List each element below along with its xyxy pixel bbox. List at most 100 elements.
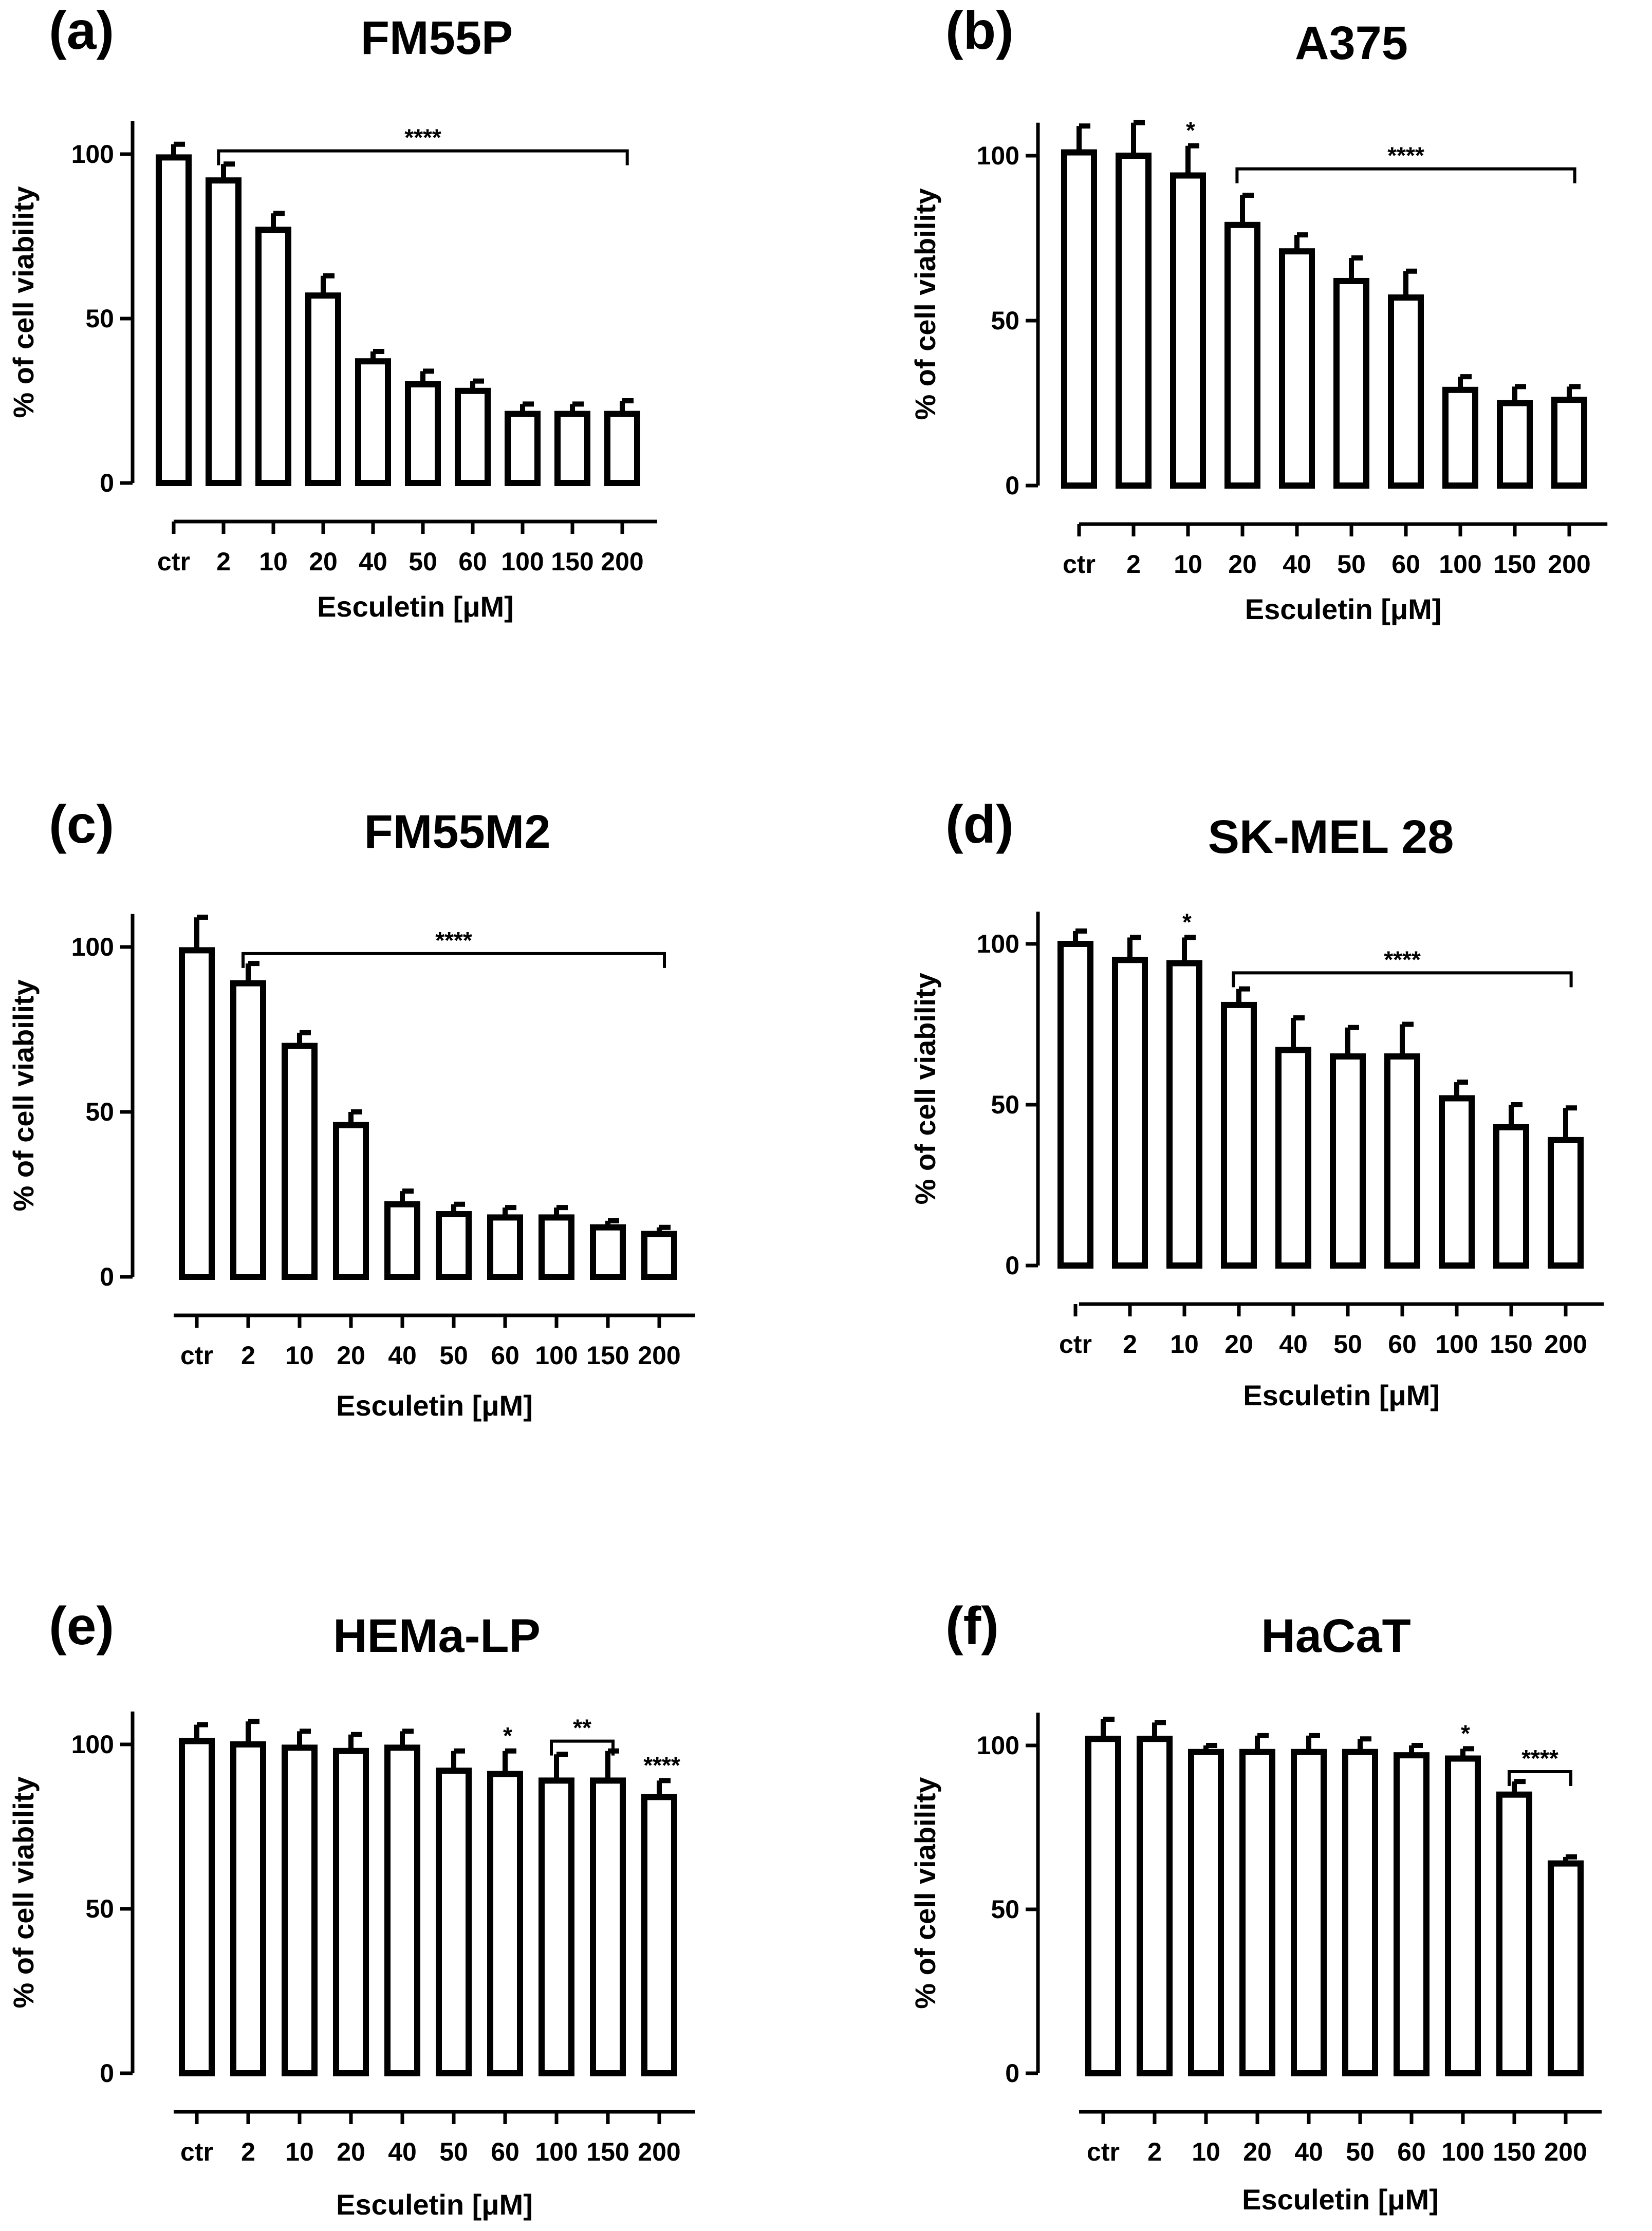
bar-150	[1496, 1791, 1532, 2076]
bar-40	[384, 1201, 420, 1280]
x-axis-label: Esculetin [μM]	[336, 1389, 533, 1422]
x-tick-label: 60	[491, 1341, 519, 1370]
x-tick-label: ctr	[180, 2137, 213, 2166]
significance-label: *	[1461, 1720, 1470, 1746]
x-tick-label: 50	[1346, 2137, 1375, 2166]
bar-50	[436, 1768, 472, 2076]
y-tick-label: 100	[977, 1731, 1019, 1760]
bar-150	[1497, 400, 1533, 489]
bar-50	[1333, 277, 1369, 489]
x-tick-label: 100	[501, 547, 544, 576]
bar-10	[1170, 172, 1206, 489]
significance-bracket	[217, 149, 629, 165]
x-tick-label: 20	[309, 547, 338, 576]
significance-bracket	[242, 952, 666, 968]
bar-ctr	[179, 947, 215, 1280]
chart-panel: (b) A375 0 50 100 % of cell viability Esculeti…	[909, 1, 1608, 625]
significance-label: ****	[1384, 946, 1421, 973]
y-tick-label: 50	[85, 304, 114, 333]
x-tick-label: 10	[1170, 1330, 1199, 1359]
x-tick-label: 100	[1439, 550, 1481, 579]
x-tick-label: 40	[1279, 1330, 1308, 1359]
bar-ctr	[1085, 1736, 1121, 2076]
bar-100	[539, 1777, 574, 2076]
x-tick-label: ctr	[1059, 1330, 1092, 1359]
x-tick-label: 50	[439, 2137, 468, 2166]
x-tick-label: 50	[409, 547, 437, 576]
bar-200	[1548, 1860, 1584, 2076]
x-tick-label: 2	[1126, 550, 1141, 579]
bar-60	[1388, 294, 1424, 489]
x-tick-label: 20	[1243, 2137, 1272, 2166]
bar-40	[384, 1744, 420, 2076]
bar-20	[1239, 1749, 1275, 2076]
bar-50	[1330, 1053, 1366, 1269]
panel-title: HaCaT	[1261, 1610, 1410, 1662]
panel-title: A375	[1295, 17, 1408, 69]
x-tick-label: 20	[337, 1341, 365, 1370]
y-tick-label: 0	[100, 1262, 114, 1291]
panel-letter: (f)	[945, 1596, 999, 1656]
x-tick-label: 10	[285, 1341, 314, 1370]
significance-label: *	[1186, 117, 1195, 144]
significance-label: *	[1182, 908, 1192, 935]
y-tick-label: 0	[1005, 471, 1019, 500]
x-tick-label: 50	[1337, 550, 1366, 579]
y-tick-label: 100	[71, 1730, 114, 1759]
chart-panel: (f) HaCaT 0 50 100 % of cell viability Esculet…	[909, 1596, 1602, 2216]
x-tick-label: 150	[1493, 2137, 1535, 2166]
bar-200	[641, 1231, 677, 1280]
bar-ctr	[179, 1738, 215, 2077]
bar-150	[554, 411, 590, 486]
bar-150	[590, 1224, 626, 1280]
bar-ctr	[1061, 149, 1097, 489]
bar-40	[1275, 1047, 1311, 1269]
x-tick-label: 40	[1283, 550, 1311, 579]
y-axis-label: % of cell viability	[7, 186, 40, 418]
significance-bracket	[1508, 1770, 1572, 1787]
x-tick-label: 10	[1192, 2137, 1220, 2166]
significance-bracket	[1235, 167, 1576, 183]
chart-panel: (a) FM55P 0 50 100 % of cell viability Esculet…	[7, 1, 657, 623]
bar-10	[1166, 960, 1202, 1269]
bar-60	[455, 387, 491, 486]
x-tick-label: 60	[1397, 2137, 1426, 2166]
panel-letter: (d)	[945, 795, 1014, 854]
bar-ctr	[1057, 941, 1093, 1269]
x-tick-label: 200	[1548, 550, 1590, 579]
x-tick-label: 200	[638, 1341, 680, 1370]
x-tick-label: 2	[241, 2137, 255, 2166]
x-tick-label: 100	[535, 1341, 578, 1370]
x-tick-label: 2	[1147, 2137, 1162, 2166]
bar-40	[355, 358, 391, 487]
x-tick-label: 20	[1224, 1330, 1253, 1359]
y-axis-label: % of cell viability	[909, 1777, 941, 2009]
x-tick-label: 150	[586, 2137, 629, 2166]
bar-100	[1439, 1095, 1475, 1269]
y-tick-label: 100	[71, 933, 114, 961]
x-tick-label: 50	[1333, 1330, 1362, 1359]
panel-title: FM55P	[361, 12, 513, 64]
bar-2	[1112, 957, 1148, 1269]
chart-panel: (e) HEMa-LP 0 50 100 % of cell viability Escul…	[7, 1596, 695, 2221]
y-axis-label: % of cell viability	[909, 973, 941, 1204]
bar-2	[230, 1741, 266, 2076]
bar-2	[230, 980, 266, 1280]
y-tick-label: 0	[100, 469, 114, 497]
bar-40	[1291, 1749, 1327, 2076]
bar-200	[1548, 1137, 1584, 1269]
x-tick-label: 40	[388, 2137, 417, 2166]
significance-label: ****	[643, 1752, 680, 1778]
significance-label: *	[503, 1722, 512, 1749]
x-tick-label: 10	[259, 547, 288, 576]
x-tick-label: 150	[1493, 550, 1536, 579]
significance-label: ****	[1521, 1745, 1558, 1772]
y-tick-label: 0	[1005, 1251, 1019, 1280]
x-tick-label: 150	[551, 547, 593, 576]
panel-title: FM55M2	[364, 806, 551, 858]
y-axis-label: % of cell viability	[7, 1776, 40, 2008]
bar-20	[333, 1122, 369, 1280]
bar-20	[305, 292, 341, 486]
x-tick-label: 20	[1228, 550, 1257, 579]
